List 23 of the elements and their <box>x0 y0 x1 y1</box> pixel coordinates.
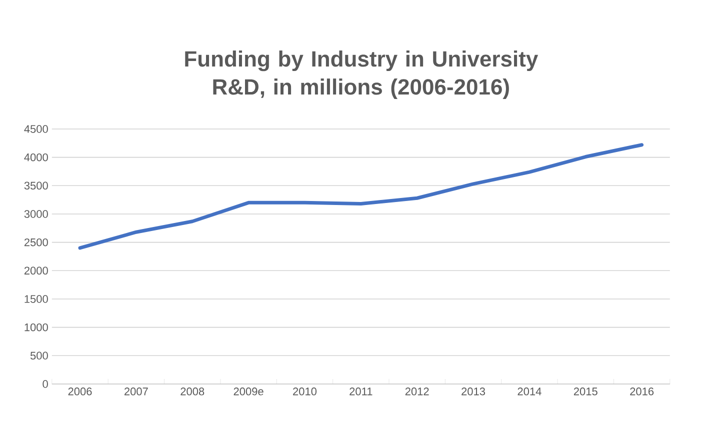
x-tick-label: 2009e <box>234 388 264 396</box>
y-tick-label: 4500 <box>24 125 48 133</box>
y-tick-label: 3500 <box>24 182 48 190</box>
x-tick-label: 2011 <box>350 388 372 396</box>
x-tick-label: 2013 <box>462 388 486 396</box>
y-tick-label: 500 <box>30 352 48 360</box>
y-tick-label: 2000 <box>24 266 48 275</box>
x-tick-label: 2015 <box>574 388 598 396</box>
chart-title: Funding by Industry in University R&D, in millions (2006-2016) <box>185 50 538 100</box>
x-tick-label: 2014 <box>518 388 542 396</box>
line-series <box>78 143 644 250</box>
x-tick-label: 2016 <box>630 388 654 396</box>
y-tick-label: 4000 <box>24 153 48 162</box>
y-tick-label: 3000 <box>24 210 48 218</box>
y-tick-label: 2500 <box>24 238 48 246</box>
x-tick-label: 2010 <box>293 388 317 396</box>
y-tick-label: 0 <box>42 380 48 388</box>
x-tick-label: 2008 <box>180 388 204 396</box>
x-tick-label: 2006 <box>68 388 92 396</box>
x-tick-label: 2012 <box>405 388 429 396</box>
y-tick-label: 1000 <box>24 323 48 332</box>
x-tick-label: 2007 <box>124 388 148 396</box>
y-tick-label: 1500 <box>24 295 48 303</box>
